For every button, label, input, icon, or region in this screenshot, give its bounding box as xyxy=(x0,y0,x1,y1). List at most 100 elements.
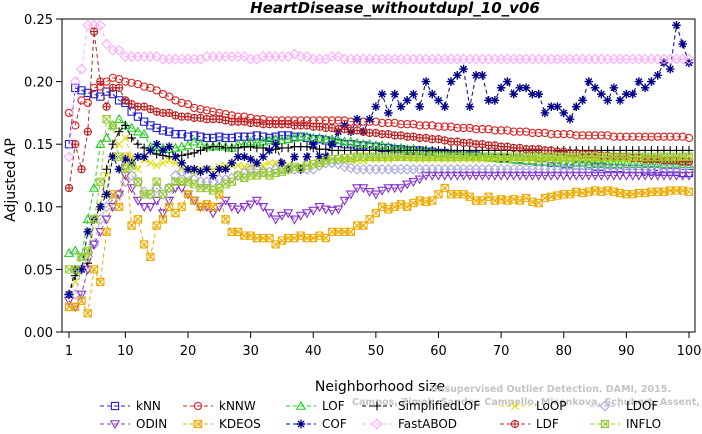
point-fastabod-7 xyxy=(101,38,113,50)
point-knn-3 xyxy=(77,86,86,95)
point-odin-64 xyxy=(458,171,469,181)
legend-label-cof: COF xyxy=(322,417,347,431)
x-tick-label-80: 80 xyxy=(555,344,572,359)
point-lof-89 xyxy=(615,158,626,169)
point-lof-7 xyxy=(101,132,112,142)
point-odin-35 xyxy=(276,211,288,221)
point-cof-72 xyxy=(509,89,518,99)
point-knnw-95 xyxy=(653,132,662,141)
legend-label-knnw: kNNW xyxy=(219,399,256,413)
point-cof-30 xyxy=(246,154,255,164)
x-tick-label-10: 10 xyxy=(117,344,134,359)
legend-label-fastabod: FastABOD xyxy=(398,417,457,431)
point-kdeos-3 xyxy=(77,296,86,305)
point-odin-51 xyxy=(377,186,388,196)
point-knnw-72 xyxy=(509,127,518,136)
point-knnw-78 xyxy=(547,130,556,139)
point-simplifiedlof-21 xyxy=(189,148,199,158)
point-odin-16 xyxy=(157,209,169,219)
point-odin-49 xyxy=(364,187,375,198)
point-fastabod-100 xyxy=(683,53,695,65)
point-odin-6 xyxy=(95,228,106,238)
point-fastabod-6 xyxy=(94,19,106,31)
point-cof-99 xyxy=(678,39,688,49)
point-loop-33 xyxy=(265,158,274,167)
point-kdeos-26 xyxy=(221,215,230,224)
series-knnw xyxy=(64,73,694,143)
point-cof-70 xyxy=(496,83,506,93)
point-inflo-100 xyxy=(684,152,694,161)
point-odin-50 xyxy=(370,190,381,200)
point-cof-3 xyxy=(77,265,86,274)
point-loop-34 xyxy=(271,158,280,167)
legend-item-knnw: kNNW xyxy=(183,399,256,413)
point-cof-66 xyxy=(471,71,481,80)
point-cof-97 xyxy=(665,64,675,74)
point-lof-81 xyxy=(564,157,576,167)
point-cof-20 xyxy=(183,164,193,174)
point-lof-45 xyxy=(339,136,350,146)
point-knnw-88 xyxy=(609,132,618,141)
point-lof-1 xyxy=(63,247,75,257)
point-odin-62 xyxy=(445,171,457,181)
series-simplifiedlof xyxy=(64,121,694,299)
point-lof-37 xyxy=(289,132,300,142)
legend-marker-kdeos xyxy=(193,419,203,429)
point-cof-73 xyxy=(515,83,525,93)
point-lof-91 xyxy=(627,158,638,169)
legend-label-lof: LOF xyxy=(322,399,345,413)
point-odin-72 xyxy=(508,171,519,181)
point-knnw-56 xyxy=(409,120,418,129)
point-lof-92 xyxy=(633,158,644,169)
point-cof-83 xyxy=(578,96,587,105)
point-cof-93 xyxy=(640,83,650,93)
x-tick-label-40: 40 xyxy=(305,344,322,359)
point-simplifiedlof-25 xyxy=(214,142,224,152)
point-cof-43 xyxy=(327,139,337,149)
point-knn-30 xyxy=(246,132,255,141)
series-line-lof xyxy=(68,118,689,258)
point-ldf-6 xyxy=(96,77,105,86)
point-knnw-23 xyxy=(202,106,211,115)
legend-label-loop: LoOP xyxy=(536,399,567,413)
point-odin-30 xyxy=(245,200,256,210)
point-ldof-31 xyxy=(251,163,263,175)
point-lof-59 xyxy=(427,146,438,156)
point-odin-31 xyxy=(251,196,262,206)
plot-area xyxy=(61,18,696,333)
point-loop-15 xyxy=(152,161,161,170)
point-ldof-20 xyxy=(182,170,194,181)
point-odin-89 xyxy=(615,171,626,181)
point-odin-66 xyxy=(470,171,482,181)
point-odin-93 xyxy=(640,171,651,181)
point-knnw-79 xyxy=(553,130,562,139)
point-knnw-74 xyxy=(522,127,531,136)
watermark-line-2: Campos, Zimek, Sander, Campello, Micenko… xyxy=(352,397,702,408)
point-cof-85 xyxy=(590,83,600,93)
point-odin-77 xyxy=(539,171,551,181)
series-line-kdeos xyxy=(69,156,690,315)
point-cof-100 xyxy=(684,58,694,68)
point-cof-64 xyxy=(459,64,468,74)
point-fastabod-3 xyxy=(76,63,87,75)
point-inflo-2 xyxy=(71,265,80,274)
point-knnw-61 xyxy=(440,122,449,131)
point-inflo-12 xyxy=(133,177,143,186)
point-knnw-89 xyxy=(615,132,625,141)
point-knnw-66 xyxy=(471,125,481,134)
point-cof-80 xyxy=(559,108,569,118)
point-odin-42 xyxy=(320,205,331,215)
point-odin-33 xyxy=(264,209,275,219)
x-tick-label-20: 20 xyxy=(180,344,197,359)
y-tick-label-0.05: 0.05 xyxy=(24,263,53,278)
point-cof-74 xyxy=(521,83,531,93)
point-knnw-82 xyxy=(572,131,581,140)
point-cof-27 xyxy=(227,158,237,168)
point-odin-43 xyxy=(326,206,338,216)
point-odin-97 xyxy=(665,171,676,181)
legend-item-ldf: LDF xyxy=(500,417,559,431)
series-line-ldof xyxy=(69,162,689,295)
point-cof-37 xyxy=(290,152,299,162)
x-tick-label-100: 100 xyxy=(677,344,702,359)
point-odin-88 xyxy=(608,171,619,181)
